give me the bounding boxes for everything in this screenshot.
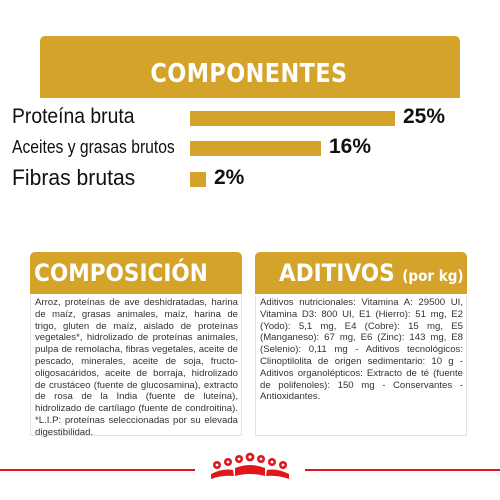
composicion-header: COMPOSICIÓN — [30, 252, 242, 294]
analytics-row-bar — [190, 111, 395, 126]
footer-line-right — [305, 469, 500, 471]
analytics-row-fat: Aceites y grasas brutos 16% — [0, 132, 500, 162]
composicion-title: COMPOSICIÓN — [34, 259, 208, 287]
aditivos-text: Aditivos nutricionales: Vitamina A: 2950… — [255, 296, 467, 436]
analytics-row-percent: 2% — [214, 166, 245, 189]
royal-canin-crown-icon — [211, 452, 289, 479]
footer-line-left — [0, 469, 195, 471]
analytics-row-bar — [190, 141, 321, 156]
analytics-row-percent: 25% — [403, 105, 446, 128]
analytics-title: COMPONENTES ANALÍTICOS — [84, 54, 414, 129]
analytics-row-percent: 16% — [329, 135, 372, 158]
aditivos-subtitle: (por kg) — [402, 267, 464, 285]
analytics-row-fiber: Fibras brutas 2% — [0, 163, 500, 193]
analytics-row-protein: Proteína bruta 25% — [0, 102, 500, 132]
analytics-row-label: Aceites y grasas brutos — [12, 137, 175, 157]
analytics-row-bar — [190, 172, 206, 187]
aditivos-title-group: ADITIVOS (por kg) — [279, 258, 464, 291]
analytics-row-label: Proteína bruta — [12, 105, 135, 128]
analytics-row-label: Fibras brutas — [12, 165, 136, 190]
composicion-text: Arroz, proteínas de ave deshidratadas, h… — [30, 296, 242, 438]
aditivos-header: ADITIVOS (por kg) — [255, 252, 467, 294]
aditivos-title: ADITIVOS — [279, 259, 395, 287]
